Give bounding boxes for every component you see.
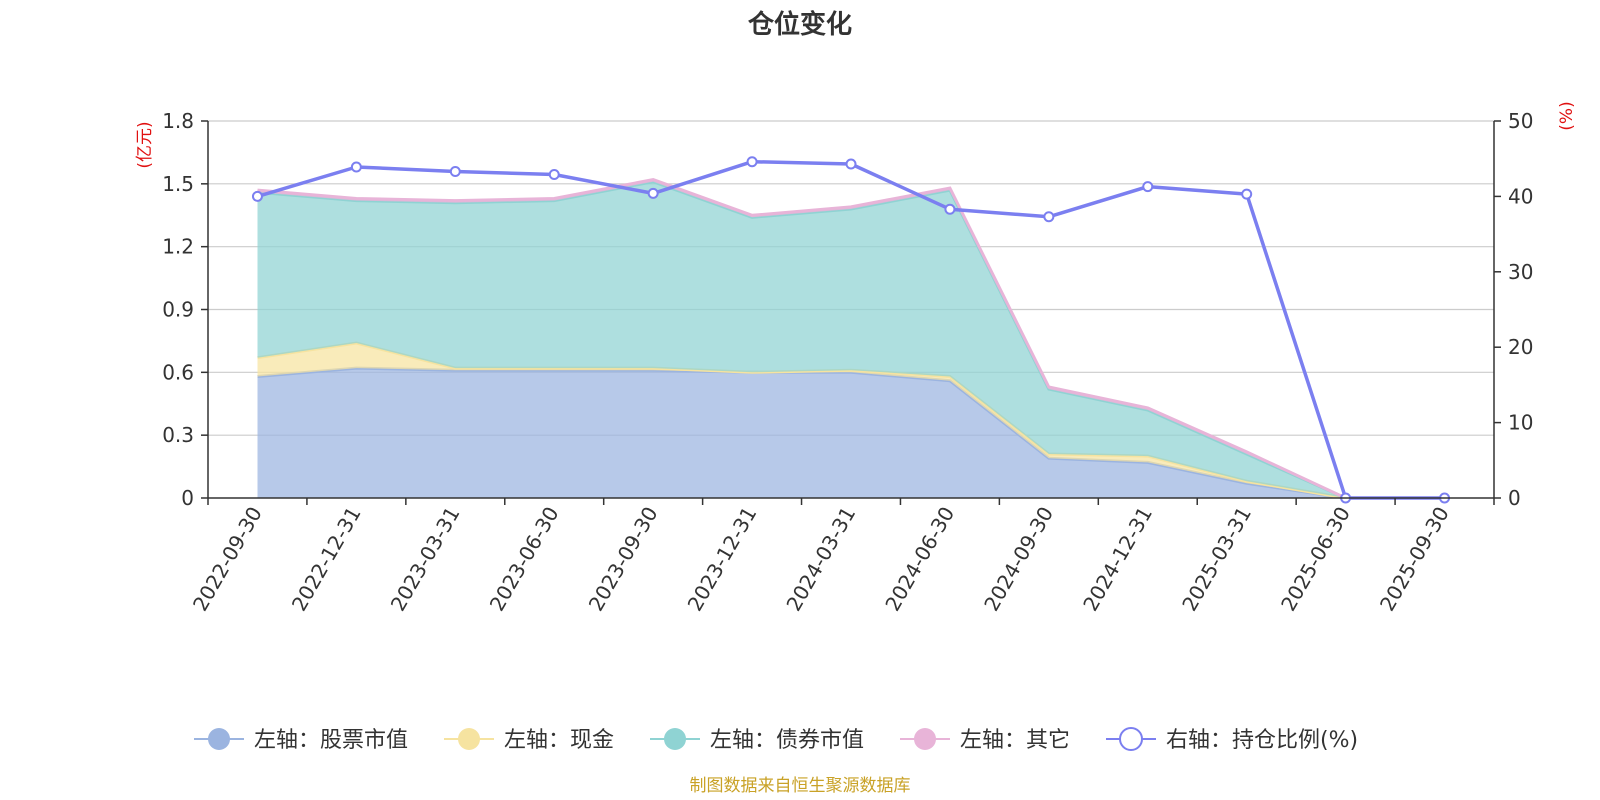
area-bond bbox=[257, 181, 1346, 498]
x-tick-label: 2023-12-31 bbox=[683, 503, 762, 616]
x-tick-label: 2025-06-30 bbox=[1276, 503, 1355, 616]
legend-marker bbox=[664, 728, 686, 750]
right-tick-label: 20 bbox=[1508, 335, 1533, 359]
x-tick-label: 2025-03-31 bbox=[1177, 503, 1256, 616]
x-tick-label: 2023-06-30 bbox=[485, 503, 564, 616]
x-tick-label: 2022-12-31 bbox=[287, 503, 366, 616]
ratio-point bbox=[944, 203, 956, 215]
x-tick-label: 2023-03-31 bbox=[386, 503, 465, 616]
area-stock bbox=[257, 368, 1346, 498]
chart-title: 仓位变化 bbox=[747, 9, 852, 40]
stacked-areas bbox=[257, 178, 1347, 500]
left-tick-label: 0 bbox=[181, 486, 194, 510]
ratio-point bbox=[449, 166, 461, 178]
legend-item[interactable]: 左轴：现金 bbox=[444, 728, 614, 753]
right-tick-label: 30 bbox=[1508, 260, 1533, 284]
ratio-point bbox=[647, 187, 659, 199]
ratio-point bbox=[845, 158, 857, 170]
x-tick-label: 2025-09-30 bbox=[1375, 503, 1454, 616]
ratio-point bbox=[1043, 211, 1055, 223]
x-tick-label: 2024-09-30 bbox=[979, 503, 1058, 616]
legend-label: 左轴：债券市值 bbox=[710, 728, 864, 753]
left-tick-label: 0.3 bbox=[162, 423, 194, 447]
ratio-point bbox=[746, 156, 758, 168]
legend-item[interactable]: 左轴：其它 bbox=[900, 728, 1070, 753]
legend-marker bbox=[914, 728, 936, 750]
left-tick-label: 0.6 bbox=[162, 360, 194, 384]
x-tick-label: 2024-06-30 bbox=[880, 503, 959, 616]
area-cash bbox=[257, 343, 1346, 498]
legend-label: 左轴：股票市值 bbox=[254, 728, 408, 753]
x-tick-label: 2024-03-31 bbox=[781, 503, 860, 616]
right-tick-label: 40 bbox=[1508, 184, 1533, 208]
right-tick-label: 10 bbox=[1508, 411, 1533, 435]
ratio-point bbox=[251, 190, 263, 202]
legend-marker bbox=[208, 728, 230, 750]
left-axis-unit: (亿元) bbox=[135, 121, 155, 168]
legend-item[interactable]: 左轴：债券市值 bbox=[650, 728, 864, 753]
ratio-point bbox=[350, 161, 362, 173]
left-tick-label: 1.8 bbox=[162, 109, 194, 133]
legend-label: 右轴：持仓比例(%) bbox=[1166, 728, 1358, 753]
right-tick-label: 50 bbox=[1508, 109, 1533, 133]
ratio-point bbox=[548, 169, 560, 181]
left-tick-label: 0.9 bbox=[162, 298, 194, 322]
legend-item[interactable]: 右轴：持仓比例(%) bbox=[1106, 727, 1358, 753]
legend-item[interactable]: 左轴：股票市值 bbox=[194, 728, 408, 753]
x-tick-label: 2022-09-30 bbox=[188, 503, 267, 616]
source-note: 制图数据来自恒生聚源数据库 bbox=[690, 776, 911, 796]
left-tick-label: 1.2 bbox=[162, 235, 194, 259]
legend-label: 左轴：现金 bbox=[504, 728, 614, 753]
ratio-point bbox=[1142, 181, 1154, 193]
right-tick-label: 0 bbox=[1508, 486, 1521, 510]
legend-marker bbox=[458, 728, 480, 750]
ratio-point bbox=[1241, 188, 1253, 200]
x-tick-label: 2024-12-31 bbox=[1078, 503, 1157, 616]
area-edge-other bbox=[257, 178, 1347, 500]
left-tick-label: 1.5 bbox=[162, 172, 194, 196]
legend-marker bbox=[1119, 727, 1143, 751]
legend-label: 左轴：其它 bbox=[960, 728, 1070, 753]
x-tick-label: 2023-09-30 bbox=[584, 503, 663, 616]
legend[interactable]: 左轴：股票市值 左轴：现金 左轴：债券市值 左轴：其它 右轴：持仓比例(%) bbox=[194, 727, 1358, 753]
right-axis-unit: (%) bbox=[1557, 101, 1577, 130]
